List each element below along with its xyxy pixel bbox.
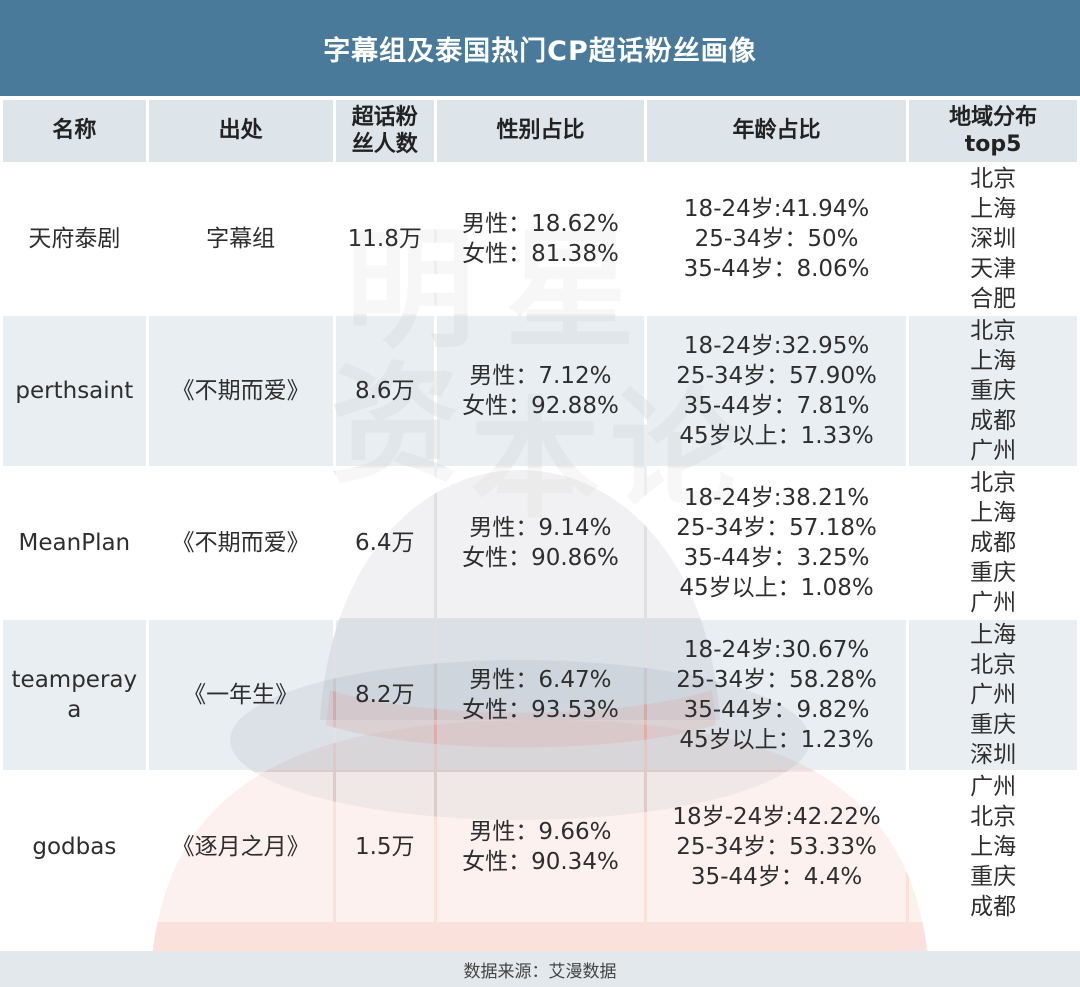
table-row: MeanPlan 《不期而爱》 6.4万 男性：9.14% 女性：90.86% 18-24… xyxy=(3,468,1077,618)
age-line: 35-44岁：7.81% xyxy=(683,393,870,419)
cell-age: 18-24岁:41.94% 25-34岁：50% 35-44岁：8.06% xyxy=(646,164,907,314)
age-line: 18-24岁:41.94% xyxy=(683,196,870,222)
header-name: 名称 xyxy=(3,100,146,162)
region-line: 成都 xyxy=(970,408,1017,434)
gender-line: 女性：81.38% xyxy=(462,241,619,267)
cell-gender: 男性：18.62% 女性：81.38% xyxy=(436,164,644,314)
age-line: 25-34岁：53.33% xyxy=(676,834,877,860)
header-source: 出处 xyxy=(148,100,333,162)
age-line: 35-44岁：9.82% xyxy=(683,697,870,723)
cell-gender: 男性：6.47% 女性：93.53% xyxy=(436,620,644,770)
region-line: 上海 xyxy=(970,500,1017,526)
region-line: 重庆 xyxy=(970,864,1017,890)
age-line: 45岁以上：1.08% xyxy=(679,575,874,601)
region-line: 上海 xyxy=(970,834,1017,860)
cell-name: perthsaint xyxy=(3,316,146,466)
table-row: teamperaya 《一年生》 8.2万 男性：6.47% 女性：93.53% 18-2… xyxy=(3,620,1077,770)
age-line: 35-44岁：8.06% xyxy=(683,256,870,282)
age-line: 25-34岁：57.18% xyxy=(676,515,877,541)
header-region: 地域分布top5 xyxy=(909,100,1077,162)
header-age: 年龄占比 xyxy=(646,100,907,162)
cell-region: 北京上海成都重庆广州 xyxy=(909,468,1077,618)
gender-line: 女性：90.86% xyxy=(462,545,619,571)
region-line: 上海 xyxy=(970,348,1017,374)
cell-region: 北京上海深圳天津合肥 xyxy=(909,164,1077,314)
cell-fans: 11.8万 xyxy=(335,164,434,314)
cell-fans: 6.4万 xyxy=(335,468,434,618)
cell-fans: 8.6万 xyxy=(335,316,434,466)
region-line: 广州 xyxy=(970,682,1017,708)
region-line: 北京 xyxy=(970,470,1017,496)
header-fans: 超话粉丝人数 xyxy=(335,100,434,162)
cell-name: teamperaya xyxy=(3,620,146,770)
cell-fans: 8.2万 xyxy=(335,620,434,770)
table-header-row: 名称 出处 超话粉丝人数 性别占比 年龄占比 地域分布top5 xyxy=(3,100,1077,162)
region-line: 上海 xyxy=(970,622,1017,648)
age-line: 35-44岁：4.4% xyxy=(690,864,863,890)
age-line: 45岁以上：1.23% xyxy=(679,727,874,753)
region-line: 北京 xyxy=(970,652,1017,678)
gender-line: 女性：92.88% xyxy=(462,393,619,419)
cell-age: 18-24岁:32.95% 25-34岁：57.90% 35-44岁：7.81% 45… xyxy=(646,316,907,466)
region-line: 北京 xyxy=(970,166,1017,192)
cell-gender: 男性：7.12% 女性：92.88% xyxy=(436,316,644,466)
gender-line: 男性：9.14% xyxy=(469,515,612,541)
data-source-note: 数据来源：艾漫数据 xyxy=(0,951,1080,987)
table-row: godbas 《逐月之月》 1.5万 男性：9.66% 女性：90.34% 18岁-24岁… xyxy=(3,772,1077,922)
cell-age: 18-24岁:30.67% 25-34岁：58.28% 35-44岁：9.82% 45… xyxy=(646,620,907,770)
cell-gender: 男性：9.14% 女性：90.86% xyxy=(436,468,644,618)
age-line: 18-24岁:32.95% xyxy=(683,333,870,359)
cell-age: 18-24岁:38.21% 25-34岁：57.18% 35-44岁：3.25% 45… xyxy=(646,468,907,618)
cell-name: MeanPlan xyxy=(3,468,146,618)
region-line: 重庆 xyxy=(970,378,1017,404)
cell-source: 《不期而爱》 xyxy=(148,468,333,618)
region-line: 上海 xyxy=(970,196,1017,222)
region-line: 广州 xyxy=(970,438,1017,464)
region-line: 重庆 xyxy=(970,712,1017,738)
gender-line: 女性：93.53% xyxy=(462,697,619,723)
region-line: 深圳 xyxy=(970,226,1017,252)
region-line: 合肥 xyxy=(970,286,1017,312)
table-row: 天府泰剧 字幕组 11.8万 男性：18.62% 女性：81.38% 18-24岁:41.… xyxy=(3,164,1077,314)
cell-region: 北京上海重庆成都广州 xyxy=(909,316,1077,466)
region-line: 广州 xyxy=(970,774,1017,800)
cell-region: 上海北京广州重庆深圳 xyxy=(909,620,1077,770)
region-line: 北京 xyxy=(970,804,1017,830)
gender-line: 男性：18.62% xyxy=(462,211,619,237)
gender-line: 男性：9.66% xyxy=(469,819,612,845)
gender-line: 男性：7.12% xyxy=(469,363,612,389)
page-title: 字幕组及泰国热门CP超话粉丝画像 xyxy=(0,0,1080,96)
region-line: 成都 xyxy=(970,894,1017,920)
cell-age: 18岁-24岁:42.22% 25-34岁：53.33% 35-44岁：4.4% xyxy=(646,772,907,922)
gender-line: 女性：90.34% xyxy=(462,849,619,875)
cell-source: 《逐月之月》 xyxy=(148,772,333,922)
region-line: 广州 xyxy=(970,590,1017,616)
age-line: 18-24岁:38.21% xyxy=(683,485,870,511)
table-row: perthsaint 《不期而爱》 8.6万 男性：7.12% 女性：92.88% 18-… xyxy=(3,316,1077,466)
fan-profile-table: 名称 出处 超话粉丝人数 性别占比 年龄占比 地域分布top5 天府泰剧 字幕组 1… xyxy=(0,98,1080,924)
age-line: 18-24岁:30.67% xyxy=(683,637,870,663)
region-line: 天津 xyxy=(970,256,1017,282)
age-line: 18岁-24岁:42.22% xyxy=(672,804,881,830)
region-line: 北京 xyxy=(970,318,1017,344)
region-line: 成都 xyxy=(970,530,1017,556)
cell-name: godbas xyxy=(3,772,146,922)
cell-region: 广州北京上海重庆成都 xyxy=(909,772,1077,922)
cell-source: 《一年生》 xyxy=(148,620,333,770)
gender-line: 男性：6.47% xyxy=(469,667,612,693)
age-line: 35-44岁：3.25% xyxy=(683,545,870,571)
header-gender: 性别占比 xyxy=(436,100,644,162)
cell-name: 天府泰剧 xyxy=(3,164,146,314)
age-line: 25-34岁：50% xyxy=(694,226,859,252)
age-line: 25-34岁：58.28% xyxy=(676,667,877,693)
cell-gender: 男性：9.66% 女性：90.34% xyxy=(436,772,644,922)
region-line: 重庆 xyxy=(970,560,1017,586)
age-line: 45岁以上：1.33% xyxy=(679,423,874,449)
cell-fans: 1.5万 xyxy=(335,772,434,922)
cell-source: 《不期而爱》 xyxy=(148,316,333,466)
cell-source: 字幕组 xyxy=(148,164,333,314)
age-line: 25-34岁：57.90% xyxy=(676,363,877,389)
region-line: 深圳 xyxy=(970,742,1017,768)
